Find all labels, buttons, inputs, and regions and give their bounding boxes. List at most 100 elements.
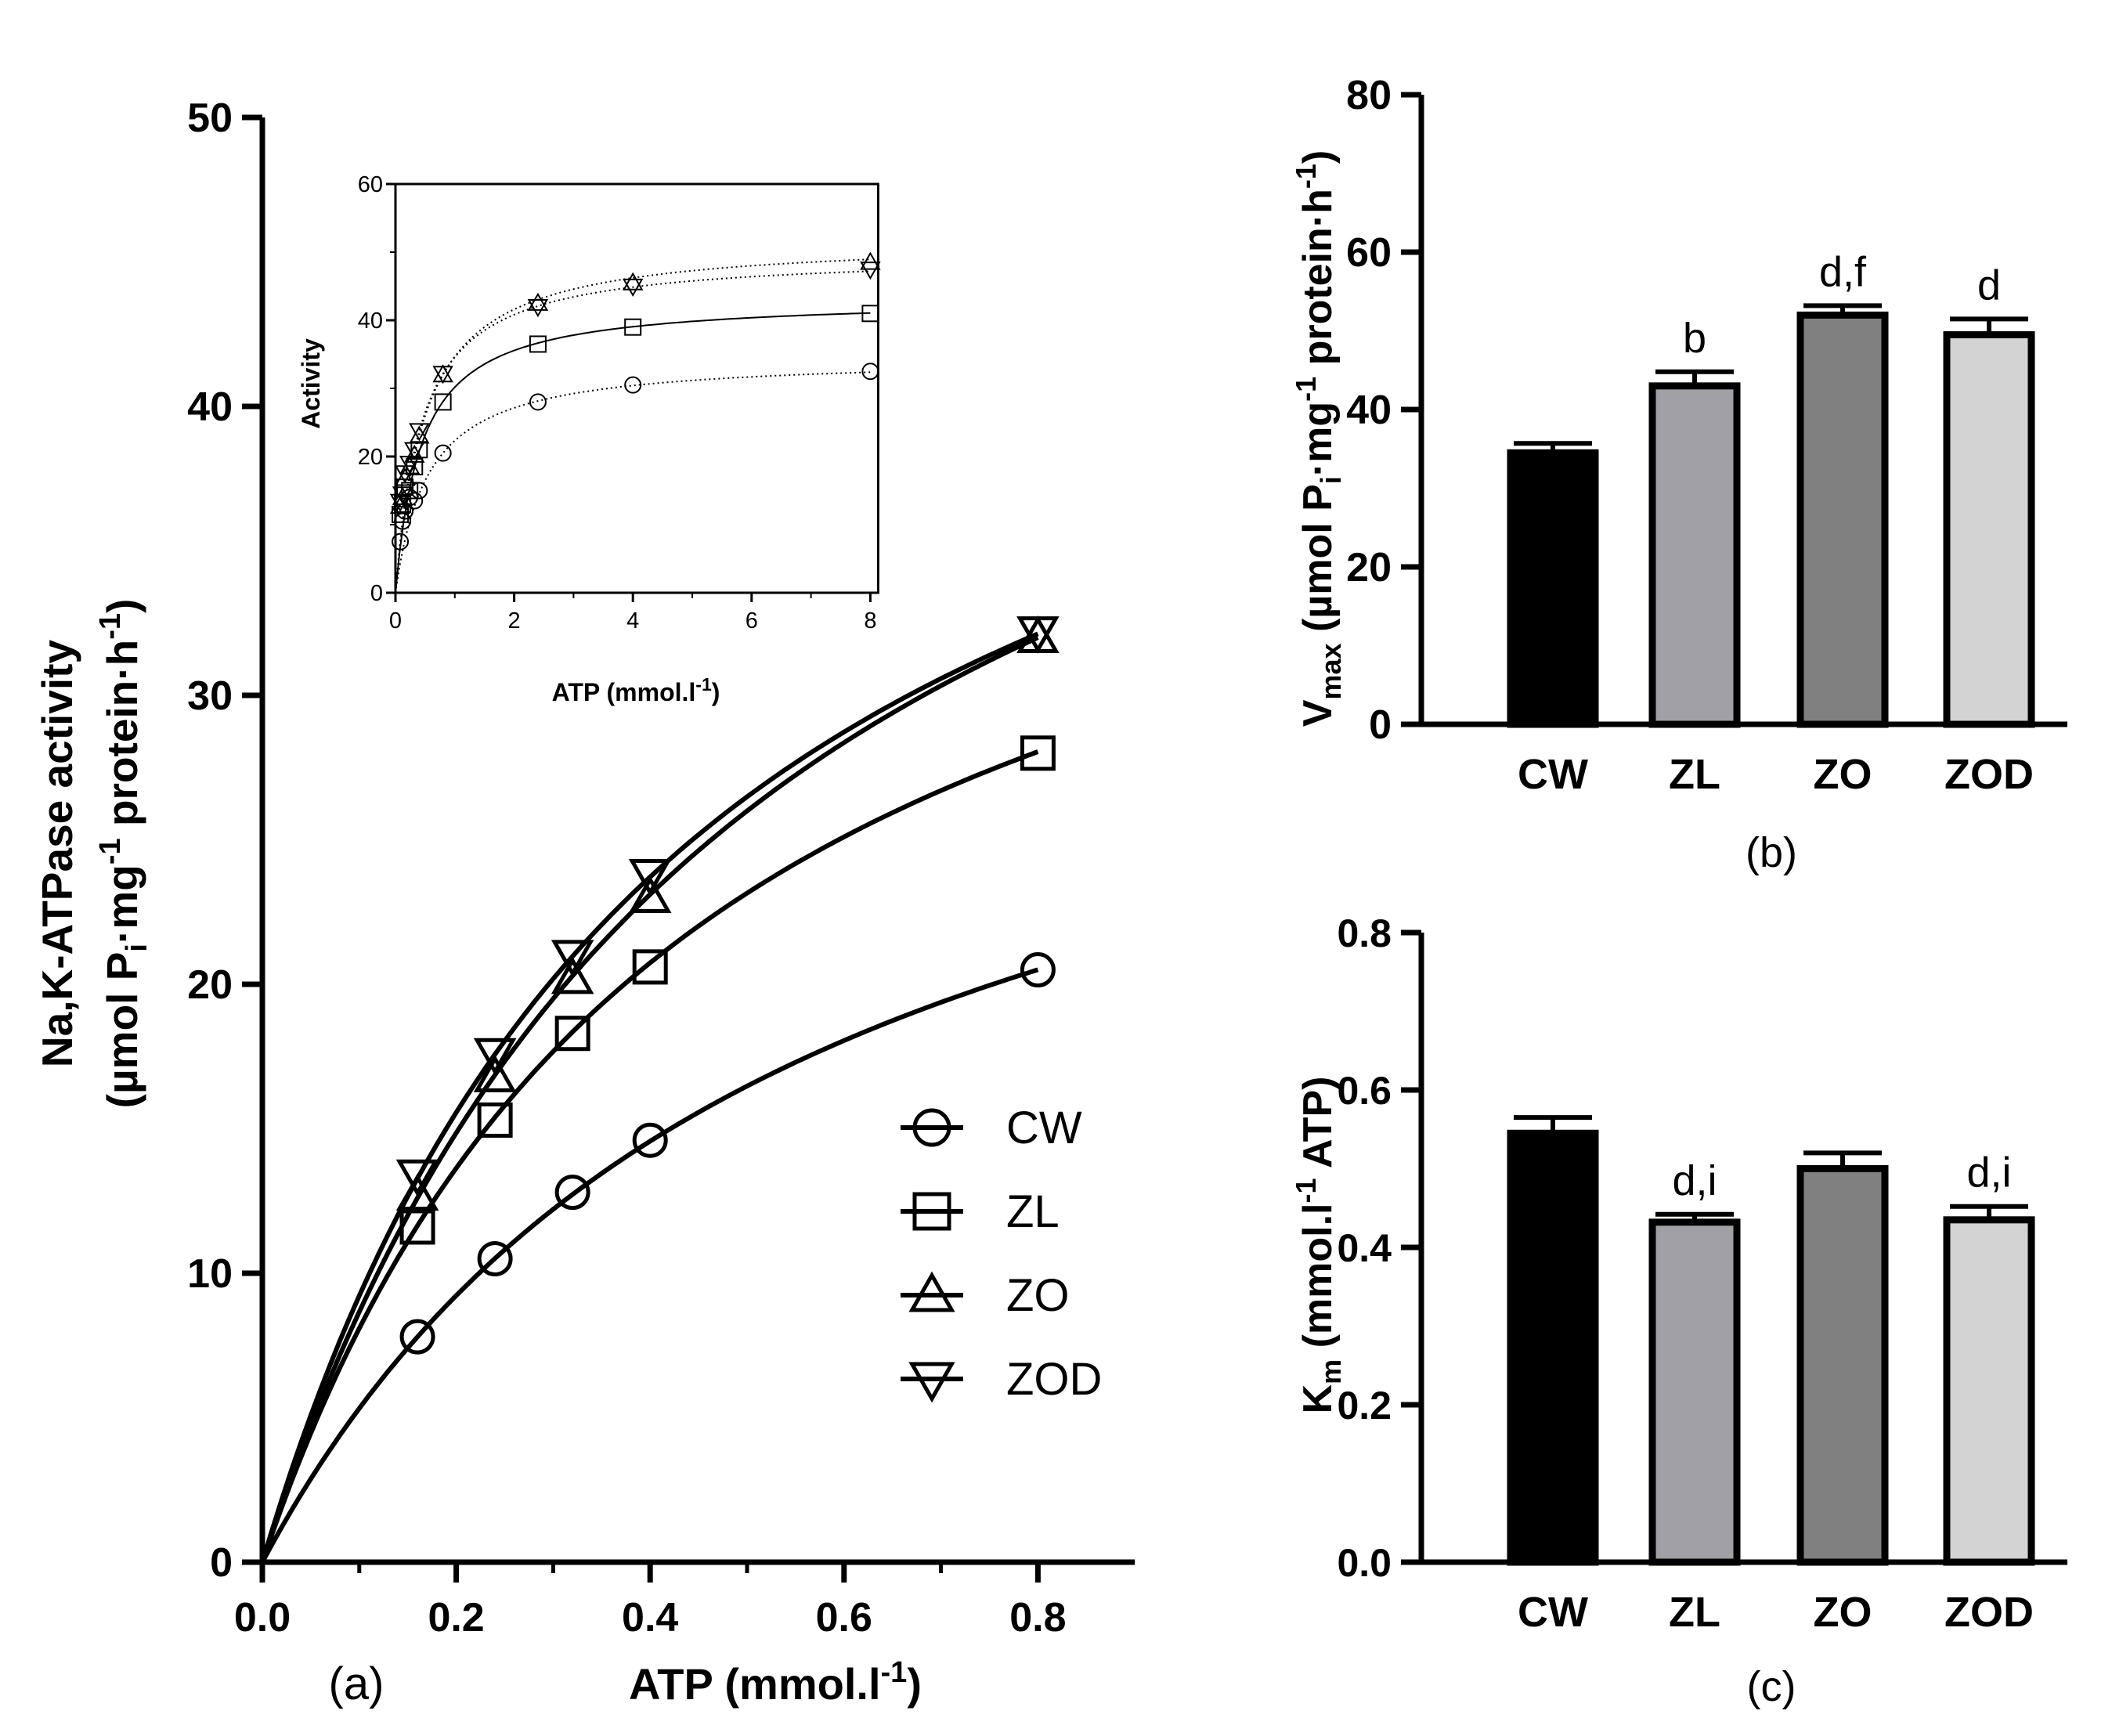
point-zl <box>632 949 668 985</box>
inset-point-zod <box>389 493 411 512</box>
inset-point-zod <box>860 262 881 280</box>
y-tick-label: 0 <box>1369 702 1392 748</box>
x-tick-label-zo: ZO <box>1814 751 1872 798</box>
point-zo <box>628 875 672 914</box>
inset-curve-zl <box>395 312 871 594</box>
inset-point-zo <box>860 251 881 270</box>
panel-a-inset: 0 20 40 60 0 2 4 6 8 <box>358 172 881 633</box>
y-tick-label: 0.6 <box>1337 1069 1392 1113</box>
panel-b-label: (b) <box>1746 829 1797 876</box>
annotation-zo: d,f <box>1819 248 1867 295</box>
inset-point-zod <box>622 278 644 298</box>
point-cw <box>632 1122 668 1158</box>
y-tick-label: 10 <box>187 1251 233 1297</box>
inset-x-tick-label: 8 <box>864 608 876 633</box>
inset-x-tick-label: 6 <box>746 608 758 633</box>
inset-point-zo <box>404 444 425 463</box>
panel-c-y-axis-title: Km (mmol.l-1 ATP) <box>1290 1077 1347 1414</box>
point-zl <box>477 1102 513 1138</box>
point-cw <box>554 1175 590 1211</box>
x-tick-label-cw: CW <box>1518 751 1588 798</box>
curve-cw <box>260 967 1039 1564</box>
inset-point-zod <box>392 486 413 505</box>
point-zod <box>551 940 594 978</box>
point-zo <box>551 956 594 994</box>
inset-y-axis-title: Activity <box>297 338 325 429</box>
inset-y-tick-label: 20 <box>358 445 383 470</box>
x-tick-label: 0.8 <box>1009 1595 1066 1640</box>
legend-marker-zo <box>908 1271 955 1312</box>
inset-point-zl <box>624 318 642 336</box>
inset-x-tick-label: 2 <box>508 608 521 633</box>
inset-point-cw <box>410 482 428 500</box>
inset-curve-zo <box>395 258 871 594</box>
legend-label-zl: ZL <box>1006 1186 1060 1237</box>
inset-y-tick-label: 40 <box>358 309 383 334</box>
bar-cw <box>1507 449 1599 728</box>
inset-point-zod <box>394 465 416 484</box>
inset-point-zod <box>432 366 453 384</box>
legend-label-cw: CW <box>1006 1103 1082 1153</box>
x-tick-label: 0.2 <box>428 1595 484 1640</box>
panel-b-y-axis-title: Vmax (µmol Pi·mg-1 protein·h-1) <box>1290 150 1347 727</box>
inset-point-zl <box>392 505 410 523</box>
y-tick-label: 0.4 <box>1337 1226 1392 1270</box>
inset-point-cw <box>861 363 879 381</box>
panel-c-label: (c) <box>1747 1663 1796 1710</box>
legend-label-zod: ZOD <box>1006 1354 1102 1405</box>
inset-frame <box>394 182 879 594</box>
y-tick-label: 40 <box>1346 388 1392 433</box>
inset-point-zod <box>527 298 549 318</box>
panel-a-label: (a) <box>329 1658 384 1709</box>
x-tick-label: 0.4 <box>622 1595 678 1640</box>
inset-point-cw <box>624 376 642 394</box>
inset-point-zod <box>409 423 430 442</box>
inset-x-tick-label: 4 <box>626 608 639 633</box>
inset-point-zod <box>399 456 421 475</box>
inset-point-zl <box>529 335 547 353</box>
bar-zod <box>1943 1216 2035 1566</box>
bar-zl <box>1648 382 1741 728</box>
y-tick-label: 30 <box>187 673 233 719</box>
y-tick-label: 0.0 <box>1337 1541 1392 1585</box>
point-zod <box>395 1159 439 1197</box>
legend-marker-cw <box>912 1108 951 1147</box>
curve-zl <box>260 749 1039 1563</box>
x-tick-label-zo: ZO <box>1814 1589 1872 1636</box>
inset-point-zo <box>622 272 644 291</box>
point-zod <box>628 859 672 897</box>
panel-a-x-axis-title: ATP (mmol.l-1) <box>629 1656 922 1709</box>
y-tick-label: 80 <box>1346 73 1392 118</box>
x-tick-label-zod: ZOD <box>1944 1589 2034 1636</box>
y-tick-label: 0.8 <box>1337 911 1392 955</box>
inset-point-zl <box>861 305 879 323</box>
legend-label-zo: ZO <box>1006 1270 1070 1321</box>
inset-curve-zod <box>395 270 871 594</box>
annotation-zod: d,i <box>1966 1150 2011 1196</box>
inset-x-tick-label: 0 <box>389 608 402 633</box>
curve-zod <box>260 631 1039 1563</box>
annotation-zl: b <box>1683 315 1706 362</box>
bar-zo <box>1796 1165 1889 1566</box>
x-tick-label-zl: ZL <box>1669 751 1720 798</box>
bar-zod <box>1943 331 2035 728</box>
curve-zo <box>260 635 1039 1563</box>
inset-point-zo <box>527 292 549 311</box>
point-zl <box>1020 735 1056 771</box>
inset-x-axis-title: ATP (mmol.l-1) <box>552 674 720 706</box>
inset-curve-cw <box>395 371 871 594</box>
inset-point-cw <box>529 393 547 411</box>
point-zod <box>473 1038 517 1076</box>
inset-y-tick-label: 60 <box>358 172 383 197</box>
bar-zo <box>1796 311 1889 728</box>
point-zo <box>473 1055 517 1092</box>
x-tick-label-zl: ZL <box>1669 1589 1720 1636</box>
annotation-zod: d <box>1977 262 2001 309</box>
y-tick-label: 50 <box>187 96 233 141</box>
bar-zl <box>1648 1218 1741 1566</box>
y-tick-label: 60 <box>1346 230 1392 276</box>
inset-point-zl <box>410 441 428 459</box>
